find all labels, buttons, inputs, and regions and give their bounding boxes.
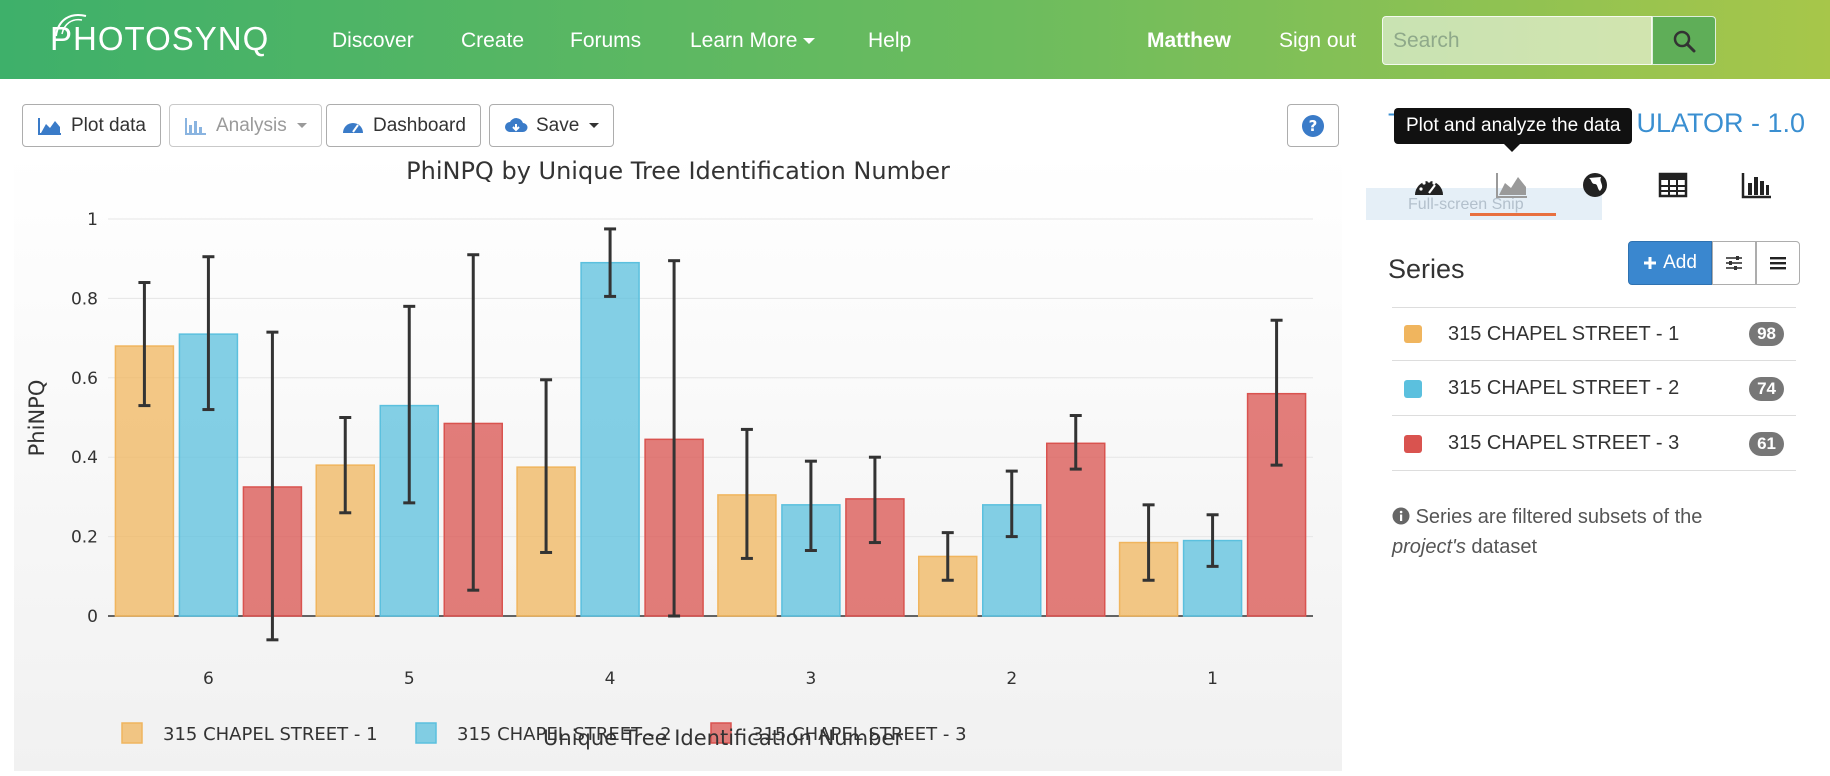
dashboard-button[interactable]: Dashboard (326, 104, 481, 147)
question-circle-icon: ? (1302, 114, 1324, 137)
series-count-badge: 74 (1749, 376, 1784, 401)
series-item[interactable]: 315 CHAPEL STREET - 3 61 (1392, 417, 1796, 471)
series-item[interactable]: 315 CHAPEL STREET - 1 98 (1392, 307, 1796, 361)
x-tick-label: 6 (203, 669, 214, 689)
y-tick-label: 0 (87, 607, 98, 627)
series-name: 315 CHAPEL STREET - 3 (1448, 432, 1680, 454)
bar-chart[interactable]: 0 0.2 0.4 0.6 0.8 1 6 5 4 3 2 1 PhiNPQ 315 CHAPEL STR… (0, 0, 1356, 776)
dashboard-label: Dashboard (373, 114, 466, 136)
logo-swoosh-icon (55, 14, 87, 37)
search-input[interactable] (1382, 16, 1652, 65)
project-title-end: ULATOR - 1.0 (1636, 108, 1806, 138)
map-view-tab[interactable] (1575, 168, 1615, 202)
chart-bar (580, 261, 640, 617)
list-icon (1770, 257, 1786, 270)
series-color-swatch (1404, 325, 1422, 343)
series-item[interactable]: 315 CHAPEL STREET - 2 74 (1392, 362, 1796, 416)
note-tail: dataset (1471, 536, 1538, 558)
x-tick-label: 1 (1207, 669, 1218, 689)
x-tick-label: 3 (806, 669, 817, 689)
add-series-button[interactable]: Add (1628, 241, 1712, 285)
plot-data-button[interactable]: Plot data (22, 104, 161, 147)
legend-swatch (710, 722, 732, 744)
info-icon (1392, 507, 1410, 525)
chart-title: PhiNPQ by Unique Tree Identification Num… (406, 157, 950, 185)
bar-chart-icon (185, 117, 206, 135)
plot-data-label: Plot data (71, 114, 146, 136)
nav-user[interactable]: Matthew (1147, 29, 1231, 52)
area-chart-icon (1496, 173, 1527, 198)
y-tick-label: 0.6 (71, 369, 98, 389)
dashboard-view-tab[interactable] (1409, 168, 1449, 202)
tooltip: Plot and analyze the data (1394, 108, 1633, 144)
series-count-badge: 61 (1749, 431, 1784, 456)
search-button[interactable] (1652, 16, 1716, 65)
legend-label: 315 CHAPEL STREET - 2 (457, 724, 672, 745)
chevron-down-icon (296, 123, 307, 128)
nav-forums[interactable]: Forums (570, 29, 642, 52)
legend-label: 315 CHAPEL STREET - 1 (163, 724, 378, 745)
area-chart-icon (38, 117, 61, 135)
y-tick-label: 0.4 (71, 448, 98, 468)
nav-sign-out[interactable]: Sign out (1279, 29, 1357, 52)
series-color-swatch (1404, 434, 1422, 453)
dashboard-icon (1415, 179, 1443, 195)
note-text: Series are filtered subsets of the (1415, 506, 1703, 528)
chevron-down-icon (803, 38, 816, 45)
series-list-button[interactable] (1756, 241, 1800, 285)
legend-label: 315 CHAPEL STREET - 3 (752, 724, 967, 745)
table-icon (1658, 172, 1688, 198)
analysis-dropdown-button[interactable]: Analysis (169, 104, 322, 147)
svg-text:?: ? (1309, 117, 1318, 135)
series-count-badge: 98 (1749, 322, 1784, 346)
brand-name: PHOTOSYNQ (50, 20, 270, 57)
legend-swatch (415, 722, 437, 744)
plus-icon (1644, 257, 1657, 269)
y-axis-label: PhiNPQ (25, 380, 49, 457)
cloud-download-icon (505, 117, 528, 132)
photosynq-logo[interactable]: PHOTOSYNQ (50, 14, 269, 64)
help-button[interactable]: ? (1287, 104, 1339, 147)
y-tick-label: 1 (87, 210, 98, 230)
series-info-note: Series are filtered subsets of the proje… (1392, 502, 1792, 562)
nav-learn-more-label: Learn More (690, 29, 798, 52)
nav-discover[interactable]: Discover (332, 29, 414, 52)
globe-icon (1583, 173, 1607, 197)
series-name: 315 CHAPEL STREET - 1 (1448, 322, 1680, 345)
sliders-icon (1726, 256, 1742, 270)
dashboard-icon (343, 122, 363, 133)
y-tick-label: 0.2 (71, 528, 98, 548)
table-view-tab[interactable] (1653, 168, 1693, 202)
top-navbar: PHOTOSYNQ Discover Create Forums Learn M… (0, 0, 1830, 79)
add-series-label: Add (1663, 252, 1697, 273)
series-name: 315 CHAPEL STREET - 2 (1448, 377, 1680, 399)
series-settings-button[interactable] (1712, 241, 1756, 285)
bar-chart-icon (1741, 173, 1771, 199)
legend-swatch (121, 722, 143, 744)
x-tick-label: 4 (605, 669, 616, 689)
note-project: project's (1392, 536, 1466, 558)
chart-bar (1046, 442, 1106, 617)
active-tab-indicator (1470, 213, 1556, 216)
series-heading: Series (1388, 254, 1465, 284)
chevron-down-icon (589, 123, 600, 128)
analysis-label: Analysis (216, 114, 287, 136)
save-label: Save (536, 114, 580, 136)
series-color-swatch (1404, 379, 1422, 398)
save-dropdown-button[interactable]: Save (489, 104, 615, 147)
search-icon (1673, 30, 1696, 52)
snip-overlay-label: Full-screen Snip (1408, 196, 1524, 213)
nav-create[interactable]: Create (461, 29, 525, 52)
y-tick-label: 0.8 (71, 289, 98, 309)
analysis-view-tab[interactable] (1737, 168, 1777, 202)
x-tick-label: 2 (1006, 669, 1017, 689)
plot-view-tab[interactable] (1492, 168, 1532, 202)
tooltip-arrow (1504, 144, 1520, 152)
nav-help[interactable]: Help (868, 29, 912, 52)
x-tick-label: 5 (404, 669, 415, 689)
nav-learn-more[interactable]: Learn More (690, 0, 816, 79)
x-axis-label: Unique Tree Identification Number (543, 726, 903, 750)
